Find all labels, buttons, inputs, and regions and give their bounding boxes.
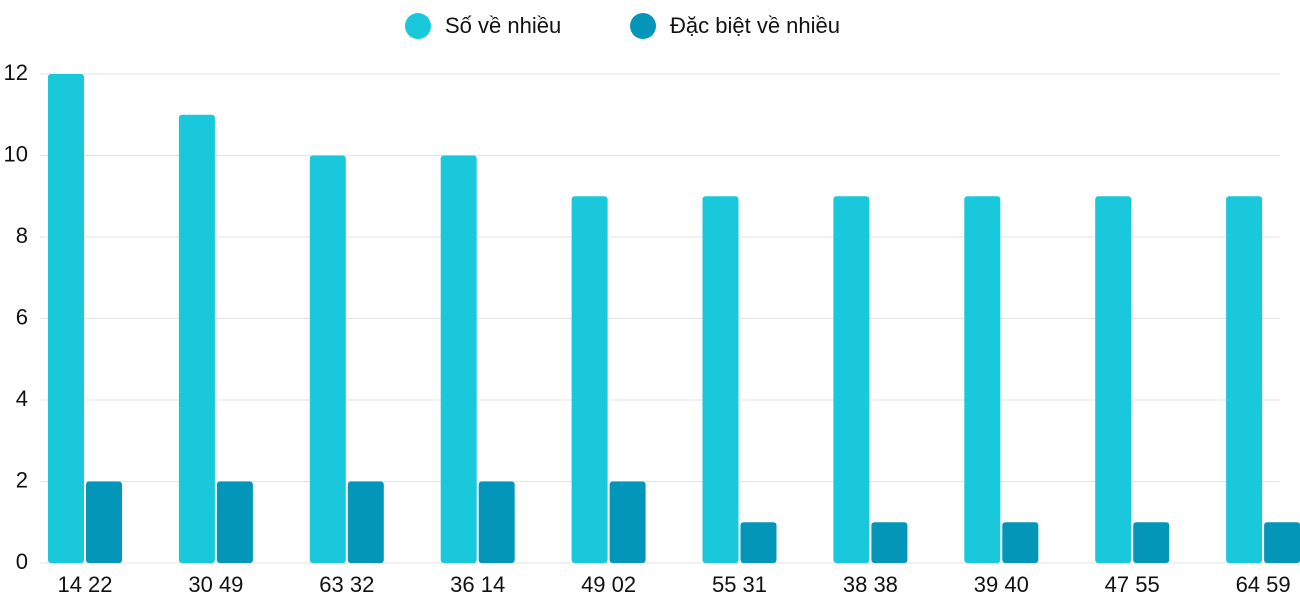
legend-label: Đặc biệt về nhiều — [670, 13, 840, 38]
x-tick-label: 49 02 — [581, 572, 636, 597]
y-tick-label: 0 — [16, 549, 28, 574]
legend-label: Số về nhiều — [445, 13, 561, 38]
x-tick-label: 36 14 — [450, 572, 505, 597]
bar — [609, 481, 646, 563]
x-tick-label: 64 59 — [1236, 572, 1291, 597]
bar — [1264, 522, 1300, 563]
bar — [1226, 196, 1263, 563]
y-tick-label: 8 — [16, 223, 28, 248]
y-tick-label: 6 — [16, 304, 28, 329]
bar — [1095, 196, 1132, 563]
bar — [48, 74, 84, 563]
y-tick-label: 4 — [16, 386, 28, 411]
y-tick-label: 2 — [16, 467, 28, 492]
legend-swatch — [630, 13, 656, 39]
x-tick-label: 14 22 — [57, 572, 112, 597]
bar — [1133, 522, 1170, 563]
y-tick-label: 12 — [4, 60, 28, 85]
bar — [702, 196, 739, 563]
x-tick-label: 30 49 — [188, 572, 243, 597]
legend-swatch — [405, 13, 431, 39]
x-tick-label: 38 38 — [843, 572, 898, 597]
x-tick-label: 39 40 — [974, 572, 1029, 597]
bar — [178, 114, 215, 563]
bar — [309, 155, 346, 563]
bar — [871, 522, 908, 563]
y-tick-label: 10 — [4, 141, 28, 166]
bar — [216, 481, 253, 563]
bar — [1002, 522, 1039, 563]
bar — [440, 155, 477, 563]
bar — [478, 481, 515, 563]
x-tick-label: 63 32 — [319, 572, 374, 597]
x-tick-label: 47 55 — [1105, 572, 1160, 597]
bar — [571, 196, 608, 563]
bar — [833, 196, 870, 563]
bar — [86, 481, 122, 563]
bar — [347, 481, 384, 563]
bar — [740, 522, 777, 563]
bar — [964, 196, 1001, 563]
x-tick-label: 55 31 — [712, 572, 767, 597]
